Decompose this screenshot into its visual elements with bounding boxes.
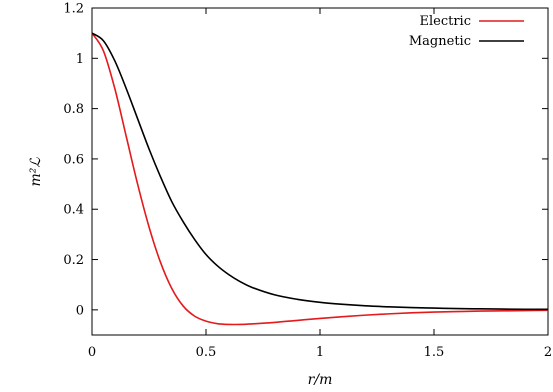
y-tick-label: 0.8: [63, 102, 84, 117]
y-axis-label: m²ℒ: [28, 157, 44, 187]
x-tick-label: 2: [544, 345, 552, 360]
legend-label-magnetic: Magnetic: [409, 34, 471, 49]
x-tick-label: 1: [316, 345, 324, 360]
y-tick-label: 1.2: [63, 2, 84, 17]
y-tick-label: 0.2: [63, 253, 84, 268]
x-axis-label: r/m: [308, 372, 333, 388]
tick-labels: 0 0.5 1 1.5 2 0 0.2 0.4 0.6 0.8 1 1.2: [63, 2, 552, 361]
x-tick-label: 0: [88, 345, 96, 360]
ticks: [91, 7, 549, 335]
legend: Electric Magnetic: [409, 14, 524, 49]
y-tick-label: 0.6: [63, 152, 84, 167]
x-tick-label: 1.5: [424, 345, 445, 360]
series-lines: [91, 32, 549, 326]
y-tick-label: 0: [76, 303, 84, 318]
series-line-electric: [91, 32, 549, 326]
series-line-magnetic: [91, 32, 549, 311]
y-tick-label: 1: [76, 52, 84, 67]
plot-frame: [91, 7, 549, 336]
legend-label-electric: Electric: [420, 14, 472, 29]
x-tick-label: 0.5: [196, 345, 217, 360]
y-tick-label: 0.4: [63, 203, 84, 218]
